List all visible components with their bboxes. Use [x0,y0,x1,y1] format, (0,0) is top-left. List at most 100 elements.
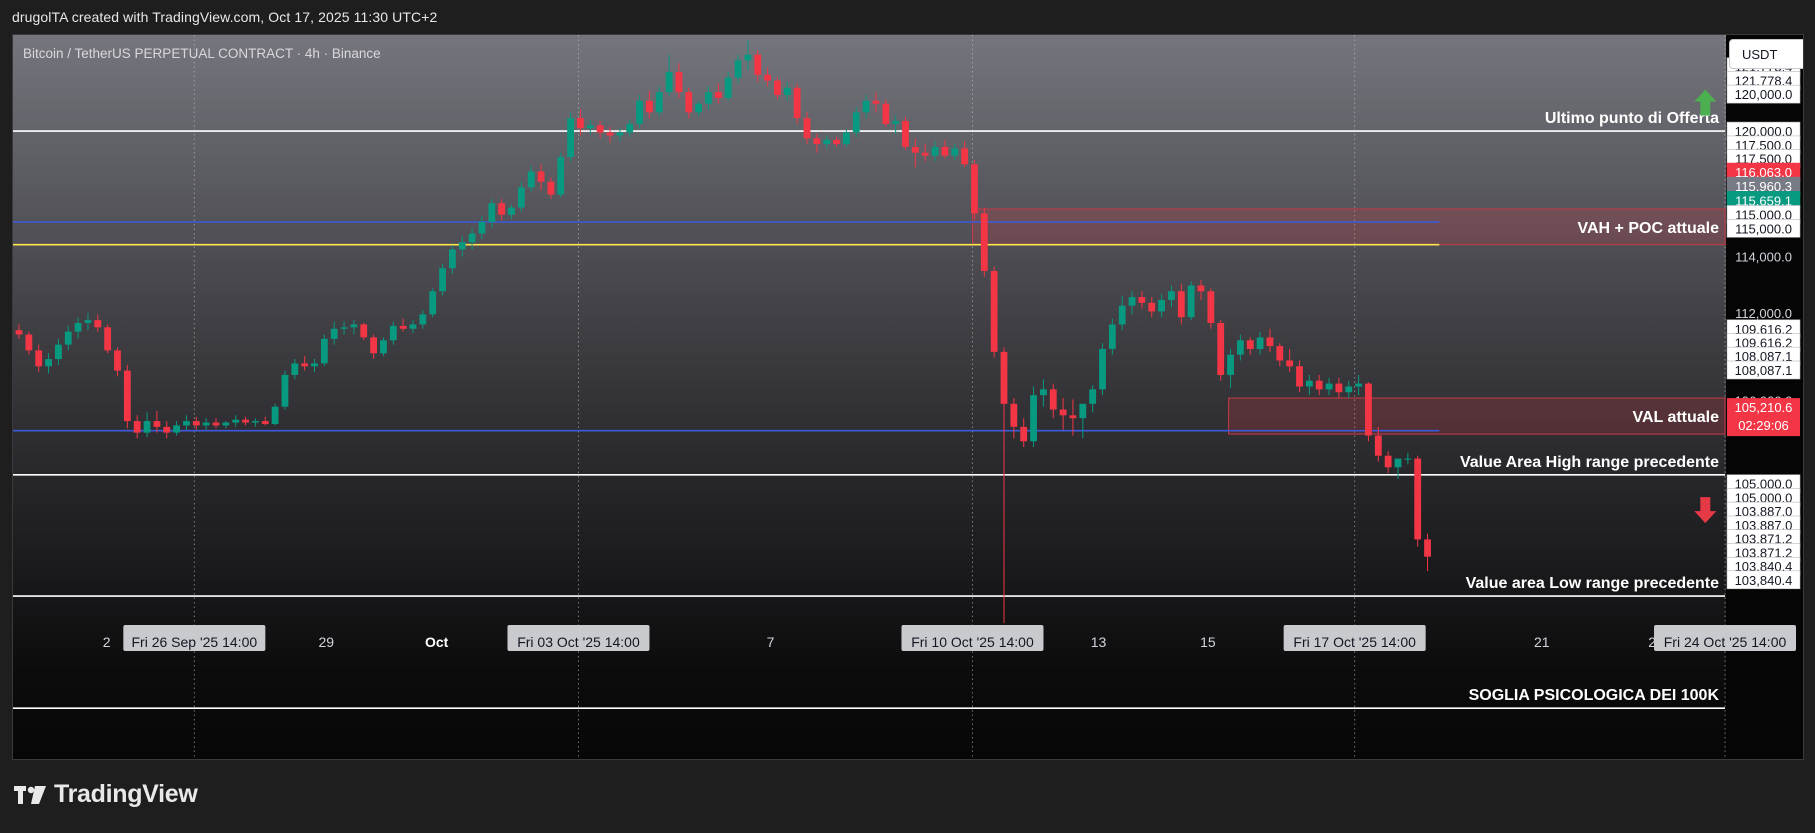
candle-body [665,71,673,93]
candle-body [271,406,279,424]
time-highlight-label: Fri 26 Sep '25 14:00 [123,625,266,651]
candle-body [1099,348,1106,390]
arrow-shape [1694,89,1717,116]
candle-body [783,87,791,96]
candle-body [15,330,23,335]
candle-body [163,426,171,433]
candle-body [1049,389,1057,410]
zone-label: VAH + POC attuale [1578,220,1720,237]
time-highlight-text: Fri 26 Sep '25 14:00 [132,634,258,650]
candle-body [508,207,515,215]
price-label-text: 115,960.3 [1735,179,1792,194]
time-highlight-text: Fri 10 Oct '25 14:00 [911,634,1034,650]
time-highlight-label: Fri 24 Oct '25 14:00 [1654,625,1797,651]
candle-body [1040,389,1047,396]
price-label-text: 108,087.1 [1735,363,1793,378]
candle-body [212,422,220,426]
candle-body [616,132,624,136]
candle-body [537,171,545,182]
candle-body [498,203,506,215]
candle-body [478,221,486,234]
last-price-box [1727,398,1800,437]
candle-body [1197,285,1205,292]
candle-body [1059,409,1067,416]
zone-label: VAL attuale [1632,409,1719,426]
candle-body [833,139,840,145]
price-label: 120,000.0 [1726,84,1801,104]
time-highlight-text: Fri 17 Oct '25 14:00 [1293,634,1416,650]
last-price-text: 105,210.6 [1735,400,1793,415]
candle-body [1365,383,1372,436]
candle-body [971,164,978,214]
candle-body [350,324,358,328]
candle-body [468,233,476,243]
candle-body [1276,346,1284,361]
time-tick-label: 29 [319,634,335,650]
candle-body [1128,297,1136,306]
time-highlight-box [507,625,650,651]
candle-body [1355,383,1362,387]
price-label-text: 103,840.4 [1735,559,1793,574]
candle-body [655,92,663,113]
tradingview-logo[interactable]: TradingView [14,780,198,809]
price-label-text: 105,000.0 [1735,477,1793,492]
time-highlight-text: Fri 03 Oct '25 14:00 [517,634,640,650]
candle-body [1227,354,1234,375]
candle-body [517,187,525,208]
candle-body [813,138,821,145]
candle-body [330,328,338,339]
candle-body [685,92,693,113]
candle-body [143,421,151,433]
zone-box [1228,397,1726,435]
candle-body [1404,458,1412,460]
candle-body [104,327,112,351]
price-label: 112,000.0 [1735,306,1792,321]
candle-body [843,132,850,145]
time-highlight-box [123,625,266,651]
level-label: Value area Low range precedente [1466,575,1720,592]
candle-body [882,103,890,124]
candle-body [1414,458,1422,540]
time-highlight-box [1283,625,1426,651]
candle-body [1079,403,1087,419]
candle-body [1384,455,1392,468]
candle-body [173,425,180,433]
price-label-text: 103,887.0 [1735,518,1793,533]
candle-body [1020,426,1028,442]
candle-body [547,181,555,195]
time-tick-label: 15 [1200,634,1216,650]
candle-body [1266,337,1274,347]
candle-body [1177,291,1185,318]
candle-body [360,324,368,338]
candle-body [340,327,348,329]
currency-button[interactable]: USDT [1729,39,1803,69]
price-label-text: 117,500.0 [1735,138,1792,153]
candle-body [724,77,732,98]
time-highlight-box [1654,625,1797,651]
candle-body [990,271,998,352]
price-label-text: 109,616.2 [1735,336,1793,351]
candle-body [458,242,466,250]
candle-body [389,325,397,341]
candle-body [557,157,565,195]
price-label: 103,887.0 [1726,501,1801,521]
candle-body [202,422,210,426]
candle-body [222,422,230,426]
candle-body [646,100,653,113]
candle-body [252,421,259,423]
candle-body [1187,285,1195,318]
price-label-box [1726,360,1801,380]
candle-body [488,203,496,222]
chart-attribution: drugolTA created with TradingView.com, O… [12,9,438,25]
candle-body [567,118,574,158]
candle-body [114,350,121,371]
candle-body [1325,383,1333,390]
candle-body [734,60,742,78]
candle-body [714,92,722,98]
time-highlight-label: Fri 03 Oct '25 14:00 [507,625,650,651]
plot-area[interactable] [13,35,1726,759]
candle-body [232,419,240,423]
price-label-text: 103,840.4 [1735,573,1793,588]
price-label-text: 105,000.0 [1735,491,1793,506]
symbol-title[interactable]: Bitcoin / TetherUS PERPETUAL CONTRACT · … [23,46,381,61]
